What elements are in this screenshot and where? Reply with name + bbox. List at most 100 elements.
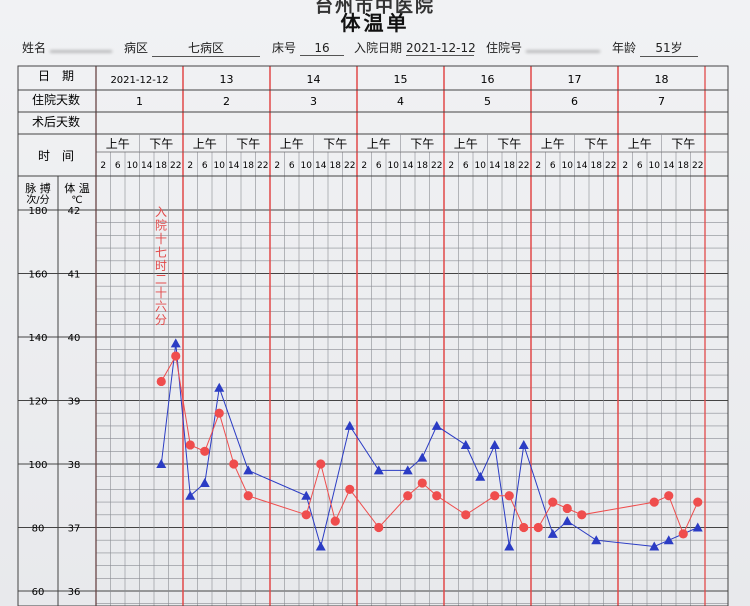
temp-tick-label: 37 [68,524,81,535]
hour-label: 6 [550,161,556,171]
temp-tick-label: 42 [68,206,81,217]
data-point [591,535,602,545]
pulse-tick-label: 160 [28,270,47,281]
hospital-day-cell: 3 [310,95,317,108]
ward-value: 七病区 [152,39,261,57]
hour-label: 18 [504,161,516,171]
data-point [460,439,471,449]
inpatient-number-label: 住院号 [486,41,523,55]
am-label: 上午 [628,137,652,151]
data-point [170,338,181,348]
date-cell: 15 [394,73,408,86]
date-cell: 18 [655,73,669,86]
temp-tick-label: 38 [68,460,81,471]
pulse-axis-label: 脉 搏 [25,181,51,195]
admit-note-char: 七 [155,246,167,260]
admit-note-char: 分 [155,313,167,327]
hour-label: 2 [448,161,454,171]
pm-label: 下午 [410,137,434,151]
temp-axis-label: 体 温 [64,181,90,195]
hour-label: 22 [692,161,703,171]
hospital-day-cell: 2 [223,95,230,108]
data-point [562,516,573,526]
temp-tick-label: 40 [68,333,81,344]
patient-name-field: 姓名 [22,39,113,56]
data-point [649,541,660,551]
data-point [663,535,674,545]
pulse-tick-label: 100 [28,460,47,471]
admit-note-char: 十 [155,286,167,300]
hour-label: 10 [562,161,574,171]
bed-value: 16 [300,41,345,56]
bed-field: 床号 16 [272,39,345,56]
hour-label: 14 [576,161,588,171]
hour-label: 6 [376,161,382,171]
data-point [214,382,225,392]
data-point [417,452,428,462]
patient-name-value [50,51,113,52]
hour-label: 14 [402,161,414,171]
data-point [156,376,166,387]
data-point [519,522,529,533]
data-point [533,522,543,533]
admit-note-char: 院 [155,219,167,233]
data-point [402,465,413,475]
data-point [504,491,514,501]
hour-label: 18 [330,161,342,171]
date-cell: 17 [568,73,582,86]
data-point [432,491,442,501]
data-point [374,522,384,533]
data-point [417,478,427,488]
data-point [692,522,703,532]
am-label: 上午 [193,137,217,151]
data-point [403,491,413,501]
hour-label: 22 [170,161,181,171]
series-line [160,343,699,549]
pm-label: 下午 [323,137,347,151]
grid-horizontal-lines [18,209,728,605]
data-point [214,408,224,418]
am-label: 上午 [367,137,391,151]
hour-label: 22 [344,161,355,171]
inpatient-number-field: 住院号 [486,39,601,56]
pm-label: 下午 [149,137,173,151]
data-point [649,497,659,507]
hour-label: 18 [243,161,255,171]
hospital-day-cell: 6 [571,95,578,108]
pm-label: 下午 [671,137,695,151]
age-field: 年龄 51岁 [612,39,699,57]
admit-date-label: 入院日期 [354,41,403,55]
hour-label: 18 [591,161,603,171]
hour-label: 10 [301,161,313,171]
pulse-tick-label: 60 [32,587,45,598]
data-point [373,465,384,475]
hour-label: 10 [649,161,661,171]
hospital-days-row-label: 住院天数 [32,92,80,107]
pm-label: 下午 [497,137,521,151]
data-point [577,510,587,520]
hour-label: 6 [289,161,295,171]
date-cell: 2021-12-12 [110,75,168,86]
admit-date-field: 入院日期 2021-12-12 [354,39,476,56]
hour-label: 10 [214,161,226,171]
pulse-tick-label: 80 [32,524,45,535]
data-point [200,446,210,456]
data-point [171,351,181,361]
age-label: 年龄 [612,41,637,55]
postop-days-row-label: 术后天数 [32,114,80,129]
grid-vertical-lines [95,66,706,606]
hour-label: 10 [475,161,487,171]
pulse-tick-label: 140 [28,333,47,344]
data-point [243,465,254,475]
sheet-title: 体温单 [340,11,410,35]
admit-date-value: 2021-12-12 [406,41,476,56]
data-point [548,497,558,507]
data-point [301,510,311,520]
temp-tick-label: 39 [68,397,81,408]
hour-label: 2 [622,161,628,171]
series-triangle [156,338,703,551]
data-point [431,420,442,430]
temp-axis-ticks: 42 41 40 39 38 37 36 [68,206,81,598]
data-point [693,497,703,507]
hour-label: 22 [605,161,616,171]
